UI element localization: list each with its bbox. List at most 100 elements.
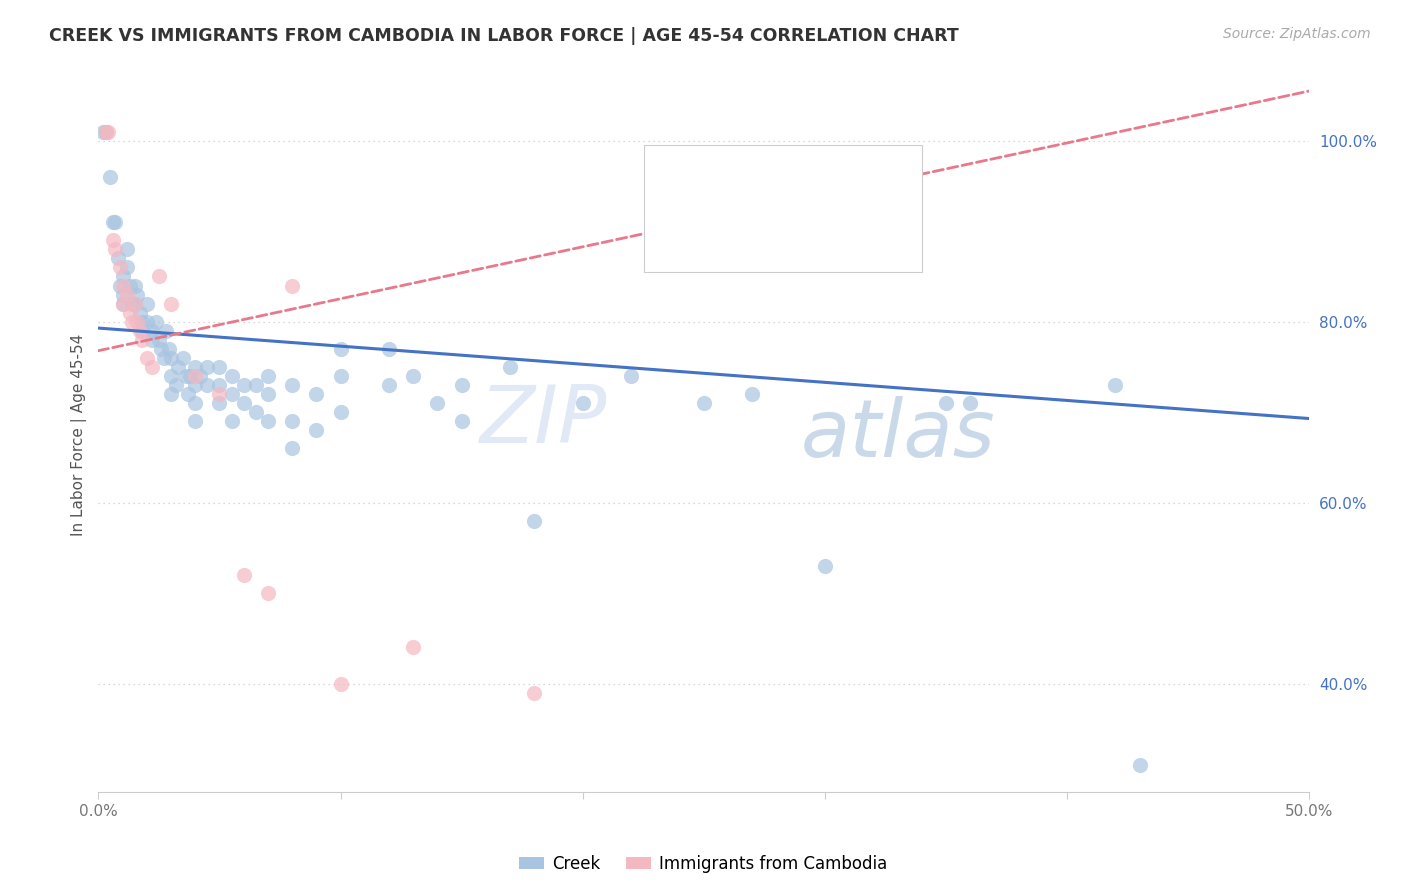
Point (165, 378, 187, 392)
Point (402, 640, 425, 655)
Point (121, 315, 143, 329)
Point (131, 324, 153, 338)
Point (281, 414, 304, 428)
Point (281, 442, 304, 456)
Point (111, 278, 134, 293)
Point (378, 378, 401, 392)
Point (108, 278, 131, 293)
Point (1129, 758, 1152, 772)
Point (450, 378, 472, 392)
Point (135, 315, 157, 329)
Text: 26: 26 (849, 226, 875, 244)
Text: CREEK VS IMMIGRANTS FROM CAMBODIA IN LABOR FORCE | AGE 45-54 CORRELATION CHART: CREEK VS IMMIGRANTS FROM CAMBODIA IN LAB… (49, 27, 959, 45)
Point (232, 568, 254, 582)
Point (305, 387, 328, 401)
Point (179, 369, 201, 384)
Point (121, 296, 143, 310)
Point (1104, 378, 1126, 392)
Point (135, 351, 157, 365)
Point (959, 396, 981, 410)
Point (118, 306, 141, 320)
Point (160, 387, 183, 401)
Point (104, 243, 127, 257)
Point (124, 278, 146, 293)
Bar (655, 169, 681, 198)
Point (157, 342, 180, 356)
Point (257, 369, 280, 384)
Point (257, 586, 280, 600)
Point (127, 315, 149, 329)
Point (107, 252, 129, 266)
Point (91, 125, 114, 139)
Text: -0.115: -0.115 (734, 175, 799, 193)
Point (111, 287, 134, 301)
Point (620, 369, 643, 384)
Point (94, 125, 117, 139)
Point (128, 306, 150, 320)
Point (101, 233, 124, 247)
Point (232, 396, 254, 410)
Text: R =: R = (695, 226, 734, 244)
Point (257, 387, 280, 401)
Point (97, 125, 120, 139)
Point (148, 333, 170, 347)
Point (523, 514, 546, 528)
Point (221, 414, 243, 428)
Point (195, 359, 218, 374)
Point (188, 369, 211, 384)
Point (450, 414, 472, 428)
Point (208, 378, 231, 392)
Point (111, 296, 134, 310)
Point (172, 351, 194, 365)
Point (111, 296, 134, 310)
Text: 77: 77 (849, 175, 875, 193)
Point (174, 369, 197, 384)
Point (245, 405, 267, 419)
Point (184, 369, 207, 384)
Point (111, 269, 134, 284)
Point (150, 342, 173, 356)
Point (141, 333, 163, 347)
Text: R =: R = (695, 175, 734, 193)
Point (100, 169, 122, 184)
Point (135, 296, 157, 310)
Point (160, 369, 183, 384)
Point (131, 315, 153, 329)
Point (184, 378, 207, 392)
Point (148, 269, 170, 284)
Point (208, 396, 231, 410)
Point (378, 342, 401, 356)
Point (184, 396, 207, 410)
Point (305, 423, 328, 437)
Point (124, 296, 146, 310)
Point (160, 296, 183, 310)
Point (523, 686, 546, 700)
Point (499, 359, 522, 374)
Point (155, 324, 177, 338)
Point (131, 333, 153, 347)
Bar (655, 219, 681, 249)
Point (935, 396, 957, 410)
Point (232, 378, 254, 392)
Point (329, 405, 352, 419)
Point (208, 387, 231, 401)
Point (124, 296, 146, 310)
Point (221, 387, 243, 401)
Point (402, 369, 425, 384)
Point (221, 369, 243, 384)
Point (141, 324, 163, 338)
Point (145, 315, 167, 329)
Point (108, 260, 131, 275)
Point (426, 396, 449, 410)
Y-axis label: In Labor Force | Age 45-54: In Labor Force | Age 45-54 (72, 334, 87, 536)
Text: 0.201: 0.201 (734, 226, 792, 244)
Point (94, 125, 117, 139)
Point (693, 396, 716, 410)
Point (127, 287, 149, 301)
Point (208, 359, 231, 374)
Point (195, 378, 218, 392)
Point (177, 387, 200, 401)
Point (184, 414, 207, 428)
Point (741, 387, 763, 401)
Point (101, 215, 124, 229)
